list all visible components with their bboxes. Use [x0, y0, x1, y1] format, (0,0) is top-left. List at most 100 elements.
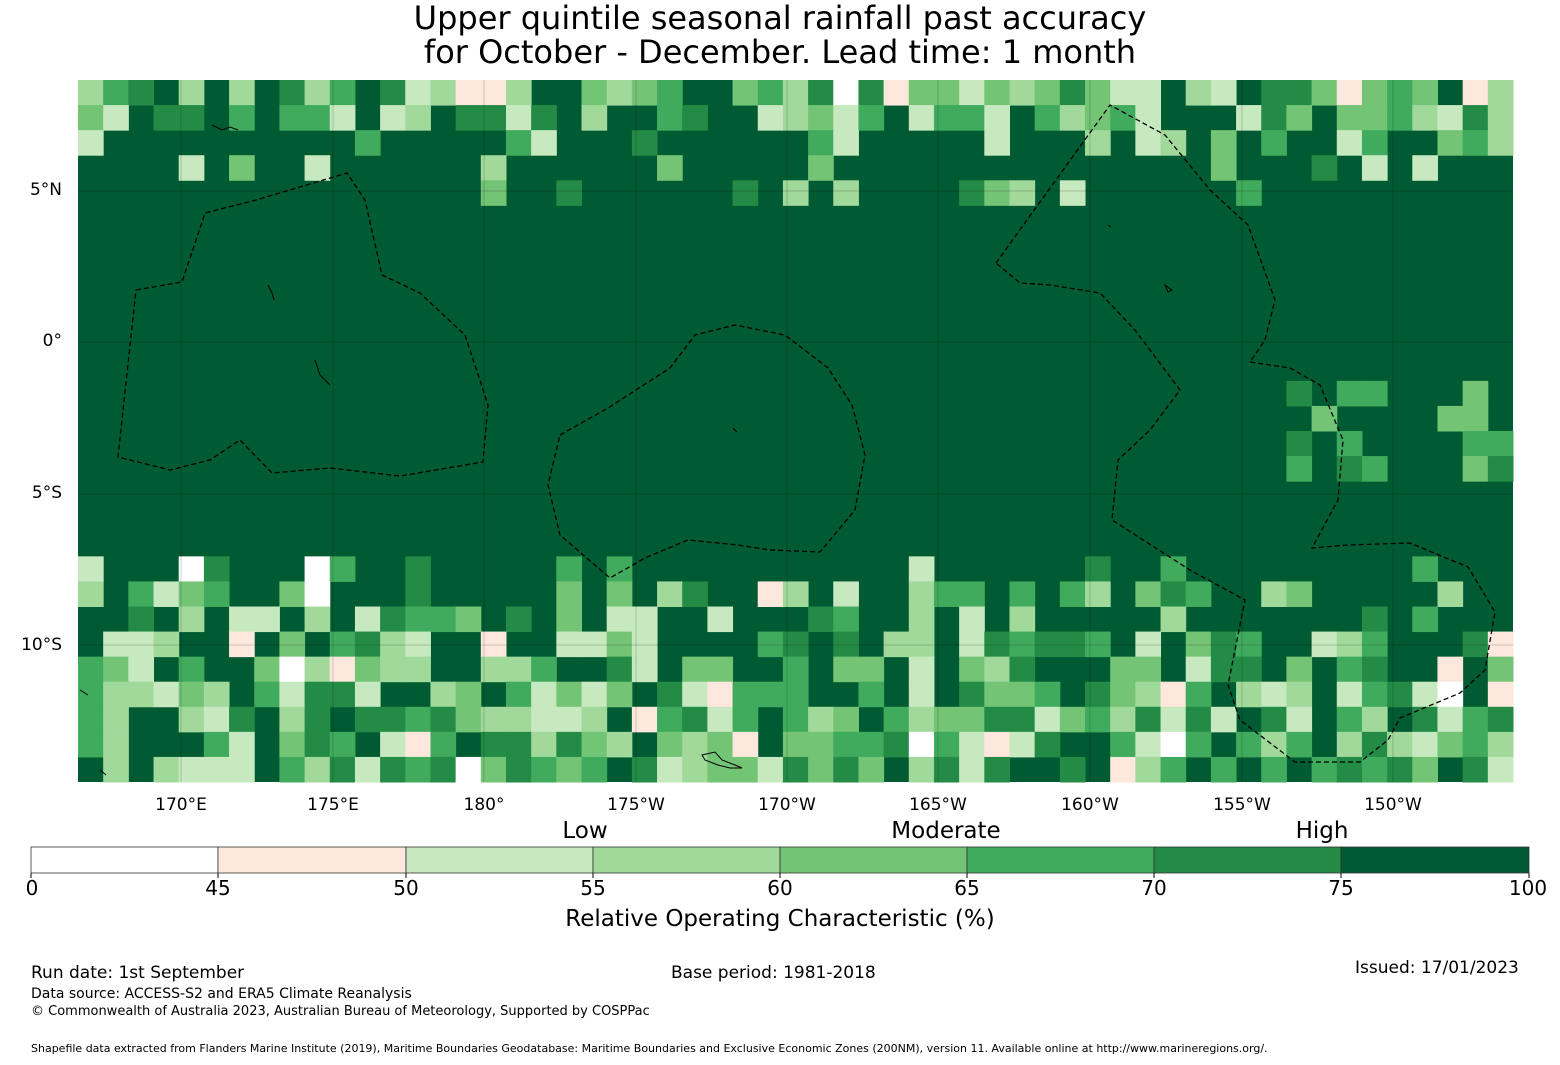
grid-cell	[480, 155, 507, 181]
grid-cell	[833, 706, 859, 733]
grid-cell	[556, 681, 583, 708]
colorbar-tick-70: 70	[1141, 876, 1167, 900]
grid-cell	[505, 656, 532, 683]
grid-cell	[203, 681, 230, 708]
grid-cell	[782, 80, 809, 106]
grid-cell	[329, 756, 356, 783]
grid-cell	[279, 105, 306, 131]
grid-cell	[1185, 681, 1212, 708]
grid-cell	[1387, 80, 1413, 106]
grid-cell	[304, 556, 331, 582]
grid-cell	[908, 681, 935, 708]
grid-cell	[1135, 706, 1162, 733]
grid-cell	[858, 656, 885, 683]
grid-cell	[959, 731, 985, 758]
grid-cell	[757, 105, 784, 131]
grid-cell	[1361, 105, 1388, 131]
grid-cell	[430, 681, 457, 708]
grid-cell	[833, 756, 859, 783]
grid-cell	[103, 105, 129, 131]
grid-cell	[405, 731, 431, 758]
shapefile-credit: Shapefile data extracted from Flanders M…	[31, 1042, 1268, 1055]
grid-cell	[1059, 180, 1086, 206]
grid-cell	[1085, 556, 1111, 582]
grid-cell	[78, 556, 104, 582]
grid-cell	[1412, 105, 1438, 131]
grid-cell	[1412, 556, 1438, 582]
grid-cell	[1336, 105, 1363, 131]
grid-cell	[833, 631, 859, 658]
grid-cell	[1135, 681, 1162, 708]
grid-cell	[1009, 606, 1036, 633]
grid-cell	[682, 731, 708, 758]
grid-cell	[380, 606, 406, 633]
grid-cell	[505, 681, 532, 708]
grid-cell	[1261, 80, 1287, 106]
grid-cell	[707, 706, 734, 733]
grid-cell	[1185, 706, 1212, 733]
grid-cell	[1336, 80, 1363, 106]
island-outline	[1107, 224, 1112, 228]
grid-cell	[1110, 756, 1136, 783]
grid-cell	[1261, 581, 1287, 607]
grid-cell	[405, 581, 431, 607]
grid-cell	[1110, 105, 1136, 131]
grid-cell	[1437, 130, 1464, 156]
grid-cell	[329, 656, 356, 683]
category-label-low: Low	[562, 818, 608, 844]
grid-cell	[883, 731, 910, 758]
grid-cell	[858, 105, 885, 131]
grid-cell	[556, 581, 583, 607]
grid-cell	[480, 180, 507, 206]
grid-cell	[531, 105, 557, 131]
grid-cell	[1236, 681, 1262, 708]
grid-cell	[1059, 581, 1086, 607]
grid-cell	[1236, 180, 1262, 206]
grid-cell	[808, 606, 834, 633]
grid-cell	[329, 631, 356, 658]
grid-cell	[304, 756, 331, 783]
grid-cell	[1085, 80, 1111, 106]
grid-cell	[1487, 431, 1514, 457]
grid-cell	[556, 631, 583, 658]
grid-cell	[430, 706, 457, 733]
colorbar-segment	[30, 846, 219, 874]
grid-cell	[128, 656, 155, 683]
grid-cell	[103, 731, 129, 758]
grid-cell	[581, 756, 608, 783]
grid-cell	[1487, 731, 1514, 758]
grid-cell	[581, 105, 608, 131]
grid-cell	[1487, 656, 1514, 683]
grid-cell	[1311, 80, 1338, 106]
grid-cell	[1210, 706, 1237, 733]
lat-label-5n: 5°N	[29, 180, 62, 200]
grid-cell	[304, 656, 331, 683]
grid-cell	[858, 731, 885, 758]
grid-cell	[1236, 731, 1262, 758]
grid-cell	[480, 631, 507, 658]
grid-cell	[631, 80, 658, 106]
grid-cell	[103, 756, 129, 783]
grid-cell	[304, 581, 331, 607]
grid-cell	[354, 656, 381, 683]
grid-cell	[908, 581, 935, 607]
grid-cell	[505, 731, 532, 758]
grid-cell	[1462, 105, 1489, 131]
colorbar-tick-0: 0	[25, 876, 39, 900]
grid-cell	[1361, 155, 1388, 181]
grid-cell	[1034, 80, 1061, 106]
grid-cell	[128, 606, 155, 633]
grid-cell	[78, 681, 104, 708]
grid-cell	[984, 656, 1010, 683]
grid-cell	[581, 731, 608, 758]
grid-cell	[178, 581, 205, 607]
lon-label-175e: 175°E	[307, 795, 359, 815]
grid-cell	[1286, 105, 1313, 131]
grid-cell	[631, 130, 658, 156]
grid-cell	[405, 556, 431, 582]
grid-cell	[304, 105, 331, 131]
grid-cell	[1487, 105, 1514, 131]
island-outline	[99, 769, 107, 776]
grid-cell	[782, 656, 809, 683]
grid-cell	[959, 756, 985, 783]
